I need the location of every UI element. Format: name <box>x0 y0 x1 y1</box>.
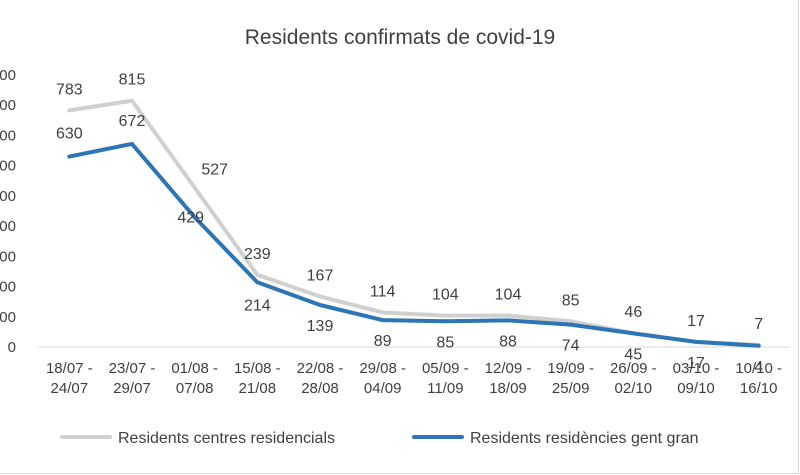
data-label: 85 <box>436 334 454 351</box>
series-layer <box>67 98 761 348</box>
data-label: 104 <box>495 287 522 304</box>
y-tick-label: 300 <box>0 248 16 265</box>
data-label: 167 <box>307 268 334 285</box>
data-label: 104 <box>432 287 459 304</box>
legend-label: Residents residències gent gran <box>470 430 699 447</box>
data-label: 139 <box>307 318 334 335</box>
data-label: 45 <box>624 346 642 363</box>
data-label: 4 <box>754 359 763 376</box>
data-label: 88 <box>499 333 517 350</box>
x-tick-label: 18/07 -24/07 <box>46 360 93 397</box>
data-label: 17 <box>687 313 705 330</box>
x-tick-label: 26/09 -02/10 <box>610 360 657 397</box>
legend-item-1: Residents centres residencials <box>60 430 335 447</box>
data-label: 89 <box>374 333 392 350</box>
y-tick-label: 400 <box>0 218 16 235</box>
data-label: 783 <box>56 81 83 98</box>
data-label: 74 <box>562 338 580 355</box>
series-line-1 <box>67 98 761 347</box>
chart-title: Residents confirmats de covid-19 <box>245 26 555 49</box>
legend-label: Residents centres residencials <box>118 430 335 447</box>
y-tick-label: 900 <box>0 67 16 84</box>
data-label: 114 <box>370 284 396 301</box>
series-line-2 <box>67 141 761 348</box>
y-tick-label: 0 <box>8 339 16 356</box>
x-tick-label: 10/10 -16/10 <box>735 360 782 397</box>
x-axis: 18/07 -24/07 23/07 -29/07 01/08 -07/08 15/0… <box>38 346 790 397</box>
x-tick-label: 22/08 -28/08 <box>297 360 344 397</box>
y-axis: 0 100 200 300 400 500 600 700 800 900 <box>0 67 16 356</box>
data-label: 672 <box>119 113 146 130</box>
x-tick-label: 19/09 -25/09 <box>547 360 594 397</box>
data-label: 7 <box>754 316 763 333</box>
data-label: 17 <box>687 355 705 372</box>
data-label: 214 <box>244 297 271 314</box>
data-label: 429 <box>177 209 204 226</box>
y-tick-label: 700 <box>0 127 16 144</box>
x-tick-label: 29/08 -04/09 <box>359 360 406 397</box>
y-tick-label: 500 <box>0 188 16 205</box>
data-label: 85 <box>562 292 580 309</box>
data-labels: 783 815 527 239 167 114 104 104 85 46 17 7 630 672 429… <box>56 72 763 376</box>
y-tick-label: 200 <box>0 279 16 296</box>
data-label: 527 <box>201 162 228 179</box>
x-tick-label: 03/10 -09/10 <box>673 360 720 397</box>
x-tick-label: 01/08 -07/08 <box>171 360 218 397</box>
y-tick-label: 800 <box>0 97 16 114</box>
data-label: 630 <box>56 126 83 143</box>
x-tick-label: 12/09 -18/09 <box>485 360 532 397</box>
x-tick-label: 15/08 -21/08 <box>234 360 281 397</box>
legend: Residents centres residencials Residents … <box>60 430 699 447</box>
data-label: 46 <box>624 304 642 321</box>
x-tick-label: 05/09 -11/09 <box>422 360 469 397</box>
y-tick-label: 600 <box>0 158 16 175</box>
data-label: 815 <box>119 72 146 89</box>
legend-item-2: Residents residències gent gran <box>412 430 699 447</box>
y-tick-label: 100 <box>0 309 16 326</box>
x-tick-label: 23/07 -29/07 <box>109 360 156 397</box>
data-label: 239 <box>244 246 271 263</box>
